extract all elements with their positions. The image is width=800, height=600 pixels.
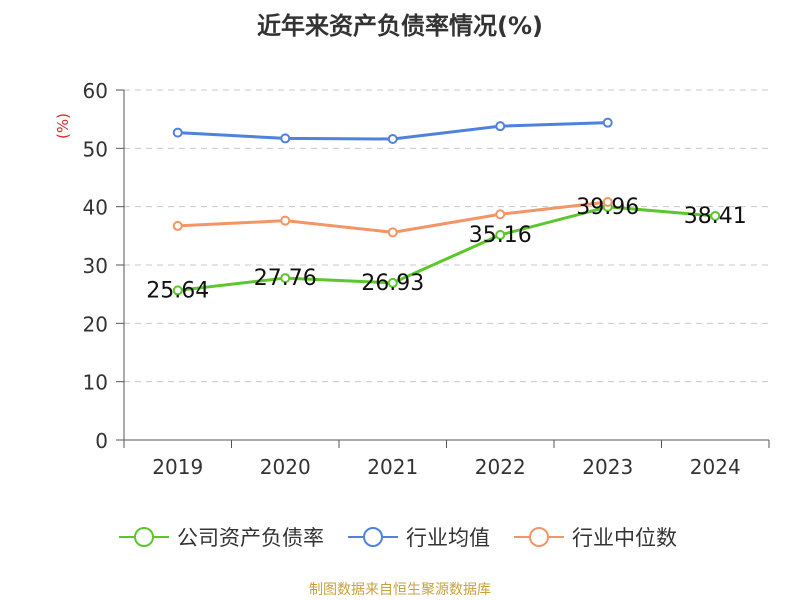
data-point[interactable] bbox=[172, 220, 183, 231]
y-tick-label: 40 bbox=[83, 196, 108, 220]
data-label: 27.76 bbox=[254, 266, 317, 291]
axes: 0 10 20 30 40 50 60 2019 2020 2021 2022 2023 2024 bbox=[83, 79, 770, 479]
y-tick-label: 10 bbox=[83, 371, 108, 395]
data-point[interactable] bbox=[387, 277, 398, 288]
legend-marker-icon bbox=[134, 527, 154, 547]
data-point[interactable] bbox=[280, 273, 291, 284]
y-tick-label: 50 bbox=[83, 137, 108, 161]
legend-marker-icon bbox=[363, 527, 383, 547]
x-tick-label: 2024 bbox=[690, 455, 741, 479]
x-tick-label: 2020 bbox=[260, 455, 311, 479]
legend-label: 行业均值 bbox=[406, 526, 490, 550]
data-point[interactable] bbox=[495, 121, 506, 132]
data-point[interactable] bbox=[280, 215, 291, 226]
data-label: 38.41 bbox=[684, 204, 747, 229]
y-tick-label: 20 bbox=[83, 312, 108, 336]
data-point[interactable] bbox=[602, 197, 613, 207]
data-point[interactable] bbox=[280, 133, 291, 144]
data-labels: 25.64 27.76 26.93 35.16 39.96 38.41 bbox=[146, 195, 746, 304]
x-tick-label: 2022 bbox=[475, 455, 526, 479]
legend-label: 公司资产负债率 bbox=[177, 526, 324, 550]
gridlines bbox=[124, 89, 769, 383]
series-line bbox=[176, 205, 717, 292]
legend-label: 行业中位数 bbox=[572, 526, 677, 550]
data-point[interactable] bbox=[495, 229, 506, 240]
data-label: 39.96 bbox=[576, 195, 639, 220]
series-lines bbox=[172, 117, 721, 296]
data-point[interactable] bbox=[172, 127, 183, 138]
x-tick-label: 2019 bbox=[152, 455, 203, 479]
chart-title: 近年来资产负债率情况(%) bbox=[257, 12, 543, 40]
data-label: 25.64 bbox=[146, 278, 209, 303]
legend-item[interactable]: 行业中位数 bbox=[514, 526, 677, 550]
legend[interactable]: 公司资产负债率 行业均值 行业中位数 bbox=[119, 526, 677, 550]
legend-marker-icon bbox=[529, 527, 549, 547]
x-tick-label: 2021 bbox=[367, 455, 418, 479]
data-point[interactable] bbox=[387, 134, 398, 144]
source-note: 制图数据来自恒生聚源数据库 bbox=[309, 582, 491, 598]
data-point[interactable] bbox=[172, 285, 183, 296]
y-tick-label: 0 bbox=[95, 429, 108, 453]
data-point[interactable] bbox=[710, 210, 721, 221]
data-point[interactable] bbox=[602, 117, 613, 128]
y-tick-label: 60 bbox=[83, 79, 108, 103]
x-tick-label: 2023 bbox=[582, 455, 633, 479]
data-point[interactable] bbox=[387, 227, 398, 238]
data-point[interactable] bbox=[495, 209, 506, 220]
y-axis-label: (%) bbox=[54, 113, 72, 139]
y-tick-label: 30 bbox=[83, 254, 108, 278]
legend-item[interactable]: 行业均值 bbox=[348, 526, 490, 550]
data-label: 35.16 bbox=[469, 223, 532, 248]
data-label: 26.93 bbox=[361, 271, 424, 296]
legend-item[interactable]: 公司资产负债率 bbox=[119, 526, 324, 550]
